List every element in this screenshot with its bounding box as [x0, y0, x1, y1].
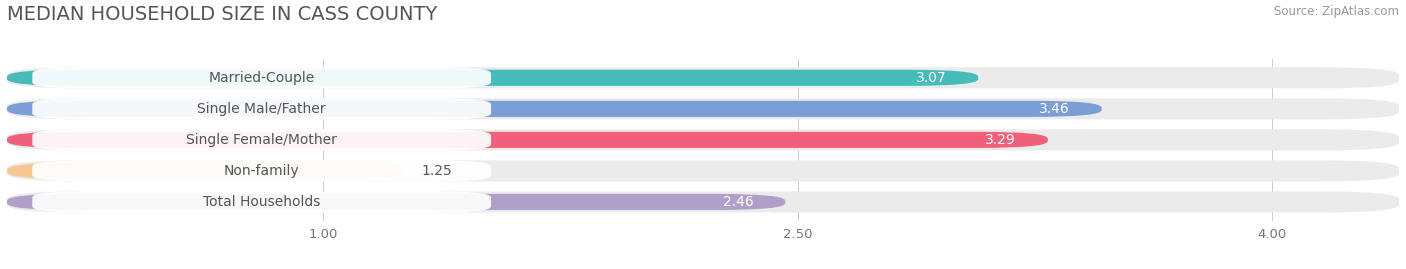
FancyBboxPatch shape — [7, 160, 1399, 182]
Text: Total Households: Total Households — [202, 195, 321, 209]
FancyBboxPatch shape — [7, 192, 1399, 213]
Text: Non-family: Non-family — [224, 164, 299, 178]
Text: 3.07: 3.07 — [915, 71, 946, 85]
Text: Single Male/Father: Single Male/Father — [197, 102, 326, 116]
Text: Source: ZipAtlas.com: Source: ZipAtlas.com — [1274, 5, 1399, 18]
FancyBboxPatch shape — [32, 160, 491, 182]
FancyBboxPatch shape — [32, 67, 491, 89]
FancyBboxPatch shape — [7, 129, 1399, 150]
FancyBboxPatch shape — [7, 194, 785, 210]
Text: 3.46: 3.46 — [1039, 102, 1070, 116]
FancyBboxPatch shape — [7, 132, 1047, 148]
FancyBboxPatch shape — [7, 163, 402, 179]
FancyBboxPatch shape — [32, 129, 491, 151]
Text: 1.25: 1.25 — [422, 164, 453, 178]
FancyBboxPatch shape — [7, 70, 979, 86]
Text: MEDIAN HOUSEHOLD SIZE IN CASS COUNTY: MEDIAN HOUSEHOLD SIZE IN CASS COUNTY — [7, 5, 437, 24]
FancyBboxPatch shape — [7, 67, 1399, 88]
Text: 3.29: 3.29 — [986, 133, 1017, 147]
FancyBboxPatch shape — [32, 191, 491, 213]
Text: 2.46: 2.46 — [723, 195, 754, 209]
FancyBboxPatch shape — [32, 98, 491, 120]
Text: Single Female/Mother: Single Female/Mother — [186, 133, 337, 147]
FancyBboxPatch shape — [7, 98, 1399, 119]
FancyBboxPatch shape — [7, 101, 1102, 117]
Text: Married-Couple: Married-Couple — [208, 71, 315, 85]
